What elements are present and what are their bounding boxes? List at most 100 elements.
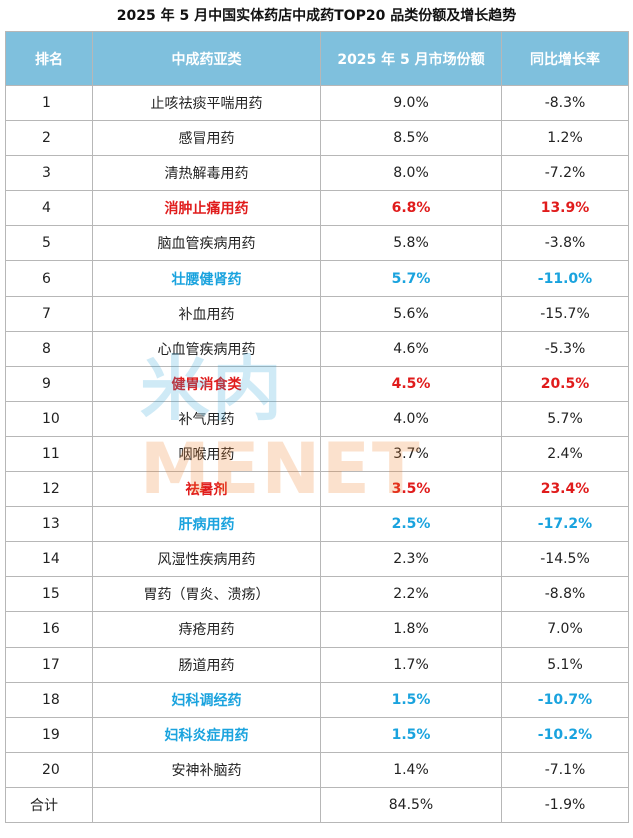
table-row: 12 祛暑剂 3.5% 23.4% (5, 471, 629, 508)
share-cell: 5.6% (320, 295, 502, 332)
table-row: 14 风湿性疾病用药 2.3% -14.5% (5, 541, 629, 578)
rank-cell: 3 (5, 155, 93, 192)
share-cell: 1.5% (320, 681, 502, 718)
category-cell: 健胃消食类 (92, 365, 321, 402)
category-cell: 胃药（胃炎、溃疡） (92, 576, 321, 613)
total-row: 合计 84.5% -1.9% (5, 786, 629, 823)
rank-cell: 19 (5, 716, 93, 753)
share-cell: 4.5% (320, 365, 502, 402)
category-cell: 肠道用药 (92, 646, 321, 683)
share-cell: 5.7% (320, 260, 502, 297)
rank-cell: 17 (5, 646, 93, 683)
rank-cell: 13 (5, 506, 93, 543)
header-share: 2025 年 5 月市场份额 (320, 31, 502, 86)
category-cell: 消肿止痛用药 (92, 190, 321, 227)
category-cell: 补气用药 (92, 400, 321, 437)
share-cell: 2.5% (320, 506, 502, 543)
table-row: 5 脑血管疾病用药 5.8% -3.8% (5, 225, 629, 262)
growth-cell: 5.1% (501, 646, 629, 683)
table-row: 3 清热解毒用药 8.0% -7.2% (5, 155, 629, 192)
table-row: 6 壮腰健肾药 5.7% -11.0% (5, 260, 629, 297)
table-row: 2 感冒用药 8.5% 1.2% (5, 120, 629, 157)
table-body: 1 止咳祛痰平喘用药 9.0% -8.3% 2 感冒用药 8.5% 1.2% 3 清热解毒用药 8.… (5, 84, 629, 823)
table-header-row: 排名 中成药亚类 2025 年 5 月市场份额 同比增长率 (5, 31, 629, 86)
rank-cell: 2 (5, 120, 93, 157)
growth-cell: -3.8% (501, 225, 629, 262)
category-cell: 祛暑剂 (92, 471, 321, 508)
header-growth: 同比增长率 (501, 31, 629, 86)
table-row: 19 妇科炎症用药 1.5% -10.2% (5, 716, 629, 753)
table-row: 11 咽喉用药 3.7% 2.4% (5, 435, 629, 473)
table-title: 2025 年 5 月中国实体药店中成药TOP20 品类份额及增长趋势 (116, 8, 517, 24)
growth-cell: -7.1% (501, 751, 629, 788)
growth-cell: -7.2% (501, 155, 629, 192)
total-label: 合计 (5, 786, 93, 823)
growth-cell: -14.5% (501, 541, 629, 578)
rank-cell: 7 (5, 295, 93, 332)
growth-cell: -5.3% (501, 330, 629, 367)
category-cell: 心血管疾病用药 (92, 330, 321, 367)
rank-cell: 5 (5, 225, 93, 262)
rank-cell: 9 (5, 365, 93, 402)
category-cell: 风湿性疾病用药 (92, 541, 321, 578)
share-cell: 8.0% (320, 155, 502, 192)
category-cell: 痔疮用药 (92, 611, 321, 648)
category-cell: 安神补脑药 (92, 751, 321, 788)
share-cell: 3.7% (320, 435, 502, 473)
total-growth: -1.9% (501, 786, 629, 823)
table-row: 8 心血管疾病用药 4.6% -5.3% (5, 330, 629, 367)
share-cell: 1.7% (320, 646, 502, 683)
rank-cell: 6 (5, 260, 93, 297)
table-row: 15 胃药（胃炎、溃疡） 2.2% -8.8% (5, 576, 629, 613)
rank-cell: 14 (5, 541, 93, 578)
share-cell: 1.8% (320, 611, 502, 648)
growth-cell: -15.7% (501, 295, 629, 332)
growth-cell: -10.7% (501, 681, 629, 718)
rank-cell: 15 (5, 576, 93, 613)
share-cell: 5.8% (320, 225, 502, 262)
table-row: 20 安神补脑药 1.4% -7.1% (5, 751, 629, 788)
growth-cell: 1.2% (501, 120, 629, 157)
share-cell: 1.4% (320, 751, 502, 788)
rank-cell: 20 (5, 751, 93, 788)
growth-cell: 23.4% (501, 471, 629, 508)
growth-cell: 5.7% (501, 400, 629, 437)
table-row: 16 痔疮用药 1.8% 7.0% (5, 611, 629, 648)
share-cell: 9.0% (320, 84, 502, 122)
category-cell: 妇科炎症用药 (92, 716, 321, 753)
category-cell: 肝病用药 (92, 506, 321, 543)
growth-cell: 7.0% (501, 611, 629, 648)
rank-cell: 10 (5, 400, 93, 437)
share-table: 排名 中成药亚类 2025 年 5 月市场份额 同比增长率 1 止咳祛痰平喘用药 9… (5, 31, 629, 823)
share-cell: 4.0% (320, 400, 502, 437)
rank-cell: 4 (5, 190, 93, 227)
table-row: 13 肝病用药 2.5% -17.2% (5, 506, 629, 543)
growth-cell: -8.3% (501, 84, 629, 122)
rank-cell: 8 (5, 330, 93, 367)
header-rank: 排名 (5, 31, 93, 86)
growth-cell: 2.4% (501, 435, 629, 473)
total-category (92, 786, 321, 823)
category-cell: 咽喉用药 (92, 435, 321, 473)
category-cell: 补血用药 (92, 295, 321, 332)
table-row: 17 肠道用药 1.7% 5.1% (5, 646, 629, 683)
share-cell: 6.8% (320, 190, 502, 227)
category-cell: 止咳祛痰平喘用药 (92, 84, 321, 122)
growth-cell: -8.8% (501, 576, 629, 613)
share-cell: 3.5% (320, 471, 502, 508)
rank-cell: 18 (5, 681, 93, 718)
table-row: 4 消肿止痛用药 6.8% 13.9% (5, 190, 629, 227)
rank-cell: 1 (5, 84, 93, 122)
share-cell: 4.6% (320, 330, 502, 367)
category-cell: 壮腰健肾药 (92, 260, 321, 297)
category-cell: 感冒用药 (92, 120, 321, 157)
category-cell: 妇科调经药 (92, 681, 321, 718)
table-row: 7 补血用药 5.6% -15.7% (5, 295, 629, 332)
table-row: 18 妇科调经药 1.5% -10.7% (5, 681, 629, 718)
total-share: 84.5% (320, 786, 502, 823)
share-cell: 2.2% (320, 576, 502, 613)
category-cell: 脑血管疾病用药 (92, 225, 321, 262)
rank-cell: 16 (5, 611, 93, 648)
growth-cell: 20.5% (501, 365, 629, 402)
growth-cell: -17.2% (501, 506, 629, 543)
